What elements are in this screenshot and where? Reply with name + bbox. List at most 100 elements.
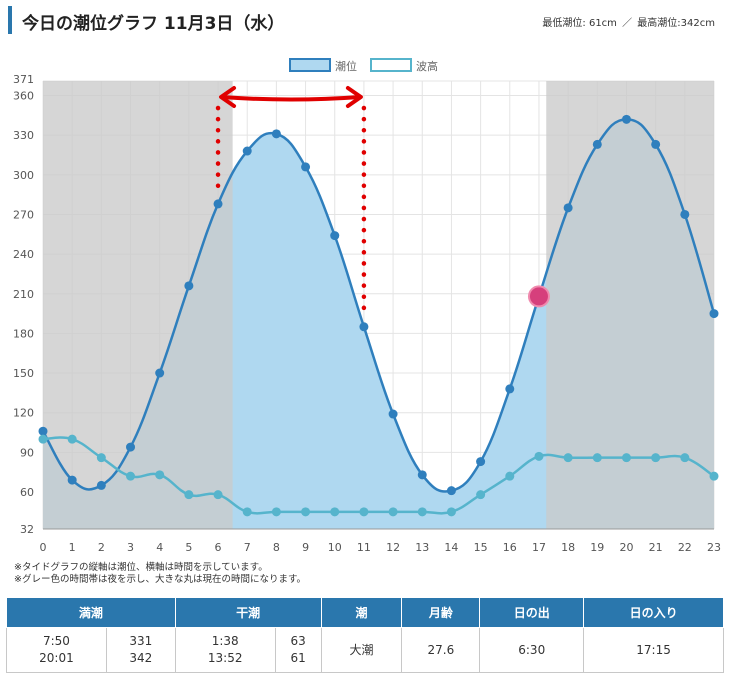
title-accent-bar [8,6,12,34]
y-tick-label: 90 [20,446,34,459]
tide-point [330,231,340,241]
wave-point [417,507,427,517]
y-tick-label: 330 [13,129,34,142]
header-moon-age: 月齢 [401,597,481,628]
legend-swatch-tide[interactable] [289,58,331,72]
table-header-row: 満潮 干潮 潮 月齢 日の出 日の入り [6,597,724,628]
x-tick-label: 22 [678,541,692,554]
tide-chart: 潮位 波高 3260901201501802102402703003303603… [13,58,721,554]
moon-age-value: 27.6 [401,627,481,673]
legend-label-wave[interactable]: 波高 [416,59,438,73]
x-tick-label: 1 [69,541,76,554]
tide-point [67,475,77,485]
x-tick-label: 6 [215,541,222,554]
high-tide-levels: 331 342 [105,627,176,673]
wave-point [38,434,48,444]
high-level-2: 342 [129,651,153,665]
x-tick-label: 23 [707,541,721,554]
wave-point [67,434,77,444]
wave-point [651,453,661,463]
wave-point [271,507,281,517]
tide-type-value: 大潮 [320,627,403,673]
tide-info-table: 満潮 干潮 潮 月齢 日の出 日の入り 7:50 20:01 331 342 1:3… [6,597,724,673]
x-tick-label: 4 [156,541,163,554]
wave-point [213,490,223,500]
wave-point [476,490,486,500]
min-tide-label: 最低潮位: 61cm [542,18,617,29]
y-tick-label: 300 [13,169,34,182]
low-tide-times: 1:38 13:52 [174,627,276,673]
tide-point [417,470,427,480]
wave-point [330,507,340,517]
x-tick-label: 20 [619,541,633,554]
separator: ／ [622,18,633,29]
tide-point [709,309,719,319]
table-row: 7:50 20:01 331 342 1:38 13:52 63 61 大潮 27.6 … [6,627,724,673]
wave-point [534,451,544,461]
header-sunset: 日の入り [583,597,724,628]
chart-legend: 潮位 波高 [289,58,438,73]
sunset-value: 17:15 [583,627,724,673]
x-tick-label: 8 [273,541,280,554]
y-tick-label: 60 [20,486,34,499]
tide-point [213,199,223,209]
x-tick-label: 3 [127,541,134,554]
high-level-1: 331 [129,634,153,648]
tide-point [388,409,398,419]
legend-label-tide[interactable]: 潮位 [335,59,357,73]
wave-point [359,507,369,517]
chart-notes: ※タイドグラフの縦軸は潮位、横軸は時間を示しています。 ※グレー色の時間帯は夜を… [14,562,306,586]
tide-point [592,139,602,149]
x-tick-label: 16 [503,541,517,554]
x-tick-label: 11 [357,541,371,554]
tide-point [651,139,661,149]
tide-point [155,368,165,378]
tide-point [38,426,48,436]
wave-point [184,490,194,500]
x-tick-label: 0 [40,541,47,554]
x-tick-label: 10 [328,541,342,554]
high-tide-times: 7:50 20:01 [6,627,107,673]
legend-swatch-wave[interactable] [370,58,412,72]
y-tick-label: 150 [13,367,34,380]
tide-point [446,486,456,496]
tide-point [505,384,515,394]
wave-point [155,470,165,480]
x-tick-label: 18 [561,541,575,554]
y-tick-label: 32 [20,523,34,536]
header-sunrise: 日の出 [479,597,585,628]
y-tick-label: 180 [13,327,34,340]
low-time-1: 1:38 [211,634,239,648]
wave-point [592,453,602,463]
wave-point [388,507,398,517]
header-low-tide: 干潮 [174,597,322,628]
x-tick-label: 13 [415,541,429,554]
x-tick-label: 5 [185,541,192,554]
max-tide-label: 最高潮位:342cm [637,18,715,29]
x-tick-label: 21 [649,541,663,554]
tide-point [301,162,311,172]
y-tick-label: 210 [13,288,34,301]
x-tick-label: 17 [532,541,546,554]
wave-point [96,453,106,463]
sunrise-value: 6:30 [479,627,585,673]
high-time-1: 7:50 [42,634,70,648]
wave-point [505,471,515,481]
tide-point [476,457,486,467]
tide-point [242,146,252,156]
tide-point [359,322,369,332]
wave-point [709,471,719,481]
tide-min-max: 最低潮位: 61cm ／ 最高潮位:342cm [540,14,715,29]
wave-point [680,453,690,463]
x-tick-label: 14 [444,541,458,554]
page-header: 今日の潮位グラフ 11月3日（水） 最低潮位: 61cm ／ 最高潮位:342c… [0,0,733,42]
tide-point [96,480,106,490]
wave-point [126,471,136,481]
low-level-1: 63 [290,634,306,648]
header-high-tide: 満潮 [6,597,176,628]
note-night: ※グレー色の時間帯は夜を示し、大きな丸は現在の時間になります。 [14,574,307,585]
wave-point [301,507,311,517]
x-tick-label: 19 [590,541,604,554]
x-tick-label: 15 [474,541,488,554]
high-time-2: 20:01 [39,651,74,665]
